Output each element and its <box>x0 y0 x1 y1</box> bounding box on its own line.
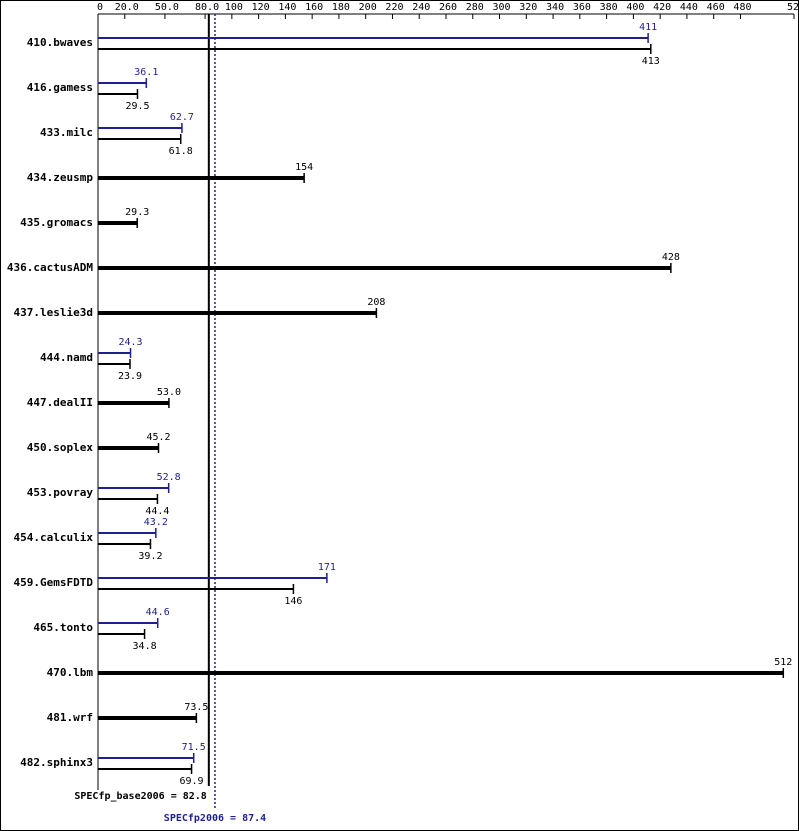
x-tick-label: 480 <box>733 2 751 13</box>
x-tick-label: 220 <box>385 2 403 13</box>
category-label cat: 435.gromacs <box>20 216 93 229</box>
category-label cat: 444.namd <box>40 351 93 364</box>
category-label cat: 481.wrf <box>47 711 93 724</box>
value-label: 39.2 <box>138 551 162 562</box>
category-label cat: 459.GemsFDTD <box>14 576 94 589</box>
category-label cat: 437.leslie3d <box>14 306 93 319</box>
value-label: 411 <box>639 22 657 33</box>
x-tick-label: 300 <box>493 2 511 13</box>
x-tick-label: 100 <box>225 2 243 13</box>
value-label: 52.8 <box>157 472 181 483</box>
category-label cat: 450.soplex <box>27 441 94 454</box>
value-label: 61.8 <box>169 146 193 157</box>
x-tick-label: 20.0 <box>115 2 139 13</box>
value-label: 428 <box>662 252 680 263</box>
x-tick-label: 140 <box>278 2 296 13</box>
value-label: 43.2 <box>144 517 168 528</box>
value-label: 53.0 <box>157 387 181 398</box>
value-label: 171 <box>318 562 336 573</box>
value-label: 44.6 <box>146 607 170 618</box>
value-label: 69.9 <box>180 776 204 787</box>
x-tick-label: 280 <box>466 2 484 13</box>
category-label cat: 410.bwaves <box>27 36 93 49</box>
category-label cat: 453.povray <box>27 486 94 499</box>
x-tick-label: 320 <box>519 2 537 13</box>
x-tick-label: 400 <box>626 2 644 13</box>
x-tick-label: 240 <box>412 2 430 13</box>
category-label cat: 416.gamess <box>27 81 93 94</box>
x-tick-label: 520 <box>787 2 799 13</box>
x-tick-label: 340 <box>546 2 564 13</box>
category-label cat: 447.dealII <box>27 396 93 409</box>
x-tick-label: 260 <box>439 2 457 13</box>
x-tick-label: 50.0 <box>155 2 179 13</box>
category-label cat: 436.cactusADM <box>7 261 93 274</box>
x-tick-label: 120 <box>252 2 270 13</box>
category-label cat: 470.lbm <box>47 666 94 679</box>
x-tick-label: 360 <box>573 2 591 13</box>
value-label: 23.9 <box>118 371 142 382</box>
category-label cat: 454.calculix <box>14 531 94 544</box>
value-label: 29.3 <box>125 207 149 218</box>
value-label: 62.7 <box>170 112 194 123</box>
x-tick-label: 380 <box>600 2 618 13</box>
value-label: 73.5 <box>184 702 208 713</box>
x-tick-label: 180 <box>332 2 350 13</box>
value-label: 34.8 <box>133 641 157 652</box>
reference-label: SPECfp_base2006 = 82.8 <box>74 791 206 802</box>
category-label cat: 482.sphinx3 <box>20 756 93 769</box>
value-label: 154 <box>295 162 313 173</box>
x-tick-label: 160 <box>305 2 323 13</box>
x-tick-label: 420 <box>653 2 671 13</box>
x-tick-label: 460 <box>707 2 725 13</box>
value-label: 71.5 <box>182 742 206 753</box>
value-label: 45.2 <box>146 432 170 443</box>
value-label: 29.5 <box>125 101 149 112</box>
category-label cat: 434.zeusmp <box>27 171 94 184</box>
value-label: 44.4 <box>145 506 169 517</box>
x-tick-label: 200 <box>359 2 377 13</box>
value-label: 36.1 <box>134 67 158 78</box>
reference-label: SPECfp2006 = 87.4 <box>164 813 266 824</box>
value-label: 146 <box>284 596 302 607</box>
value-label: 208 <box>367 297 385 308</box>
value-label: 512 <box>774 657 792 668</box>
value-label: 24.3 <box>118 337 142 348</box>
x-tick-label: 80.0 <box>195 2 219 13</box>
x-tick-label: 0 <box>97 2 103 13</box>
category-label cat: 433.milc <box>40 126 93 139</box>
x-tick-label: 440 <box>680 2 698 13</box>
category-label cat: 465.tonto <box>33 621 93 634</box>
value-label: 413 <box>642 56 660 67</box>
